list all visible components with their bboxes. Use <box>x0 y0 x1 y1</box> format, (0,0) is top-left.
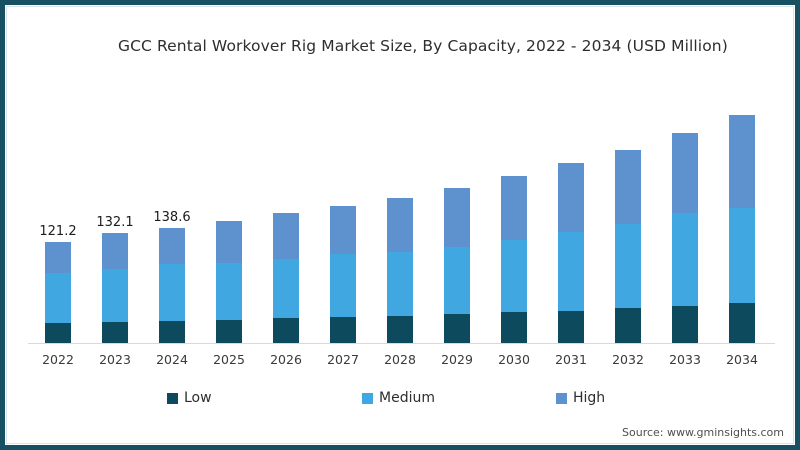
x-axis-tick-label: 2026 <box>270 352 302 367</box>
bar-segment-high <box>45 242 71 274</box>
chart-title: GCC Rental Workover Rig Market Size, By … <box>118 37 728 55</box>
x-axis-tick-label: 2034 <box>726 352 758 367</box>
bar-value-label: 138.6 <box>153 209 191 225</box>
stacked-bar-2031 <box>558 163 584 343</box>
bar-segment-low <box>444 314 470 343</box>
x-axis-tick-label: 2029 <box>441 352 473 367</box>
bar-segment-medium <box>102 268 128 322</box>
x-axis-tick-label: 2032 <box>612 352 644 367</box>
stacked-bar-2028 <box>387 198 413 343</box>
bar-segment-low <box>501 312 527 343</box>
bar-segment-low <box>159 320 185 343</box>
x-axis-tick-label: 2025 <box>213 352 245 367</box>
x-axis-tick-label: 2027 <box>327 352 359 367</box>
bar-segment-low <box>330 316 356 343</box>
legend-label: Low <box>184 390 212 406</box>
legend-label: High <box>573 390 606 406</box>
bar-segment-high <box>102 232 128 269</box>
bar-segment-medium <box>558 231 584 311</box>
source-attribution: Source: www.gminsights.com <box>622 426 784 439</box>
stacked-bar-2029 <box>444 188 470 343</box>
x-axis-tick-label: 2028 <box>384 352 416 367</box>
legend-swatch-icon <box>362 392 373 404</box>
legend-swatch-icon <box>167 392 178 404</box>
bar-segment-high <box>216 221 242 264</box>
bar-segment-medium <box>615 224 641 309</box>
x-axis-tick-label: 2033 <box>669 352 701 367</box>
bar-segment-low <box>387 315 413 343</box>
stacked-bar-2024 <box>159 227 185 343</box>
bar-segment-medium <box>444 246 470 315</box>
x-axis-tick-label: 2030 <box>498 352 530 367</box>
stacked-bar-2033 <box>672 132 698 343</box>
x-axis-tick-label: 2024 <box>156 352 188 367</box>
bar-segment-low <box>558 310 584 343</box>
bar-segment-low <box>102 321 128 343</box>
bar-segment-medium <box>216 263 242 320</box>
bar-segment-high <box>444 188 470 247</box>
bar-segment-high <box>501 176 527 241</box>
bar-segment-high <box>672 132 698 214</box>
bar-segment-high <box>387 198 413 253</box>
bar-value-label: 132.1 <box>96 214 134 230</box>
stacked-bar-2026 <box>273 213 299 343</box>
bar-segment-high <box>558 163 584 232</box>
x-axis-line <box>28 343 775 344</box>
legend-item-high: High <box>556 390 605 406</box>
stacked-bar-2022 <box>45 242 71 343</box>
bar-segment-high <box>330 205 356 255</box>
bar-segment-low <box>729 302 755 343</box>
legend-item-medium: Medium <box>362 390 435 406</box>
bar-segment-high <box>273 213 299 260</box>
stacked-bar-2027 <box>330 205 356 343</box>
bar-segment-low <box>273 318 299 343</box>
x-axis-tick-label: 2031 <box>555 352 587 367</box>
stacked-bar-2032 <box>615 150 641 343</box>
bar-segment-high <box>729 115 755 208</box>
bar-segment-low <box>615 308 641 343</box>
bar-segment-medium <box>273 259 299 319</box>
stacked-bar-2034 <box>729 115 755 343</box>
bar-segment-medium <box>672 213 698 306</box>
stacked-bar-2023 <box>102 232 128 343</box>
stacked-bar-2030 <box>501 176 527 343</box>
bar-segment-low <box>672 305 698 343</box>
bar-segment-medium <box>45 273 71 323</box>
bar-segment-medium <box>501 240 527 313</box>
legend-item-low: Low <box>167 390 212 406</box>
legend-label: Medium <box>379 390 435 406</box>
x-axis-tick-label: 2022 <box>42 352 74 367</box>
legend-swatch-icon <box>556 392 567 404</box>
bar-segment-medium <box>330 254 356 317</box>
bar-segment-high <box>615 150 641 225</box>
bar-segment-high <box>159 227 185 265</box>
bar-segment-medium <box>387 252 413 316</box>
bar-segment-low <box>216 320 242 343</box>
bar-segment-medium <box>729 207 755 303</box>
bar-segment-medium <box>159 264 185 321</box>
bar-value-label: 121.2 <box>39 224 77 239</box>
x-axis-tick-label: 2023 <box>99 352 131 367</box>
stacked-bar-2025 <box>216 221 242 343</box>
bar-segment-low <box>45 322 71 343</box>
